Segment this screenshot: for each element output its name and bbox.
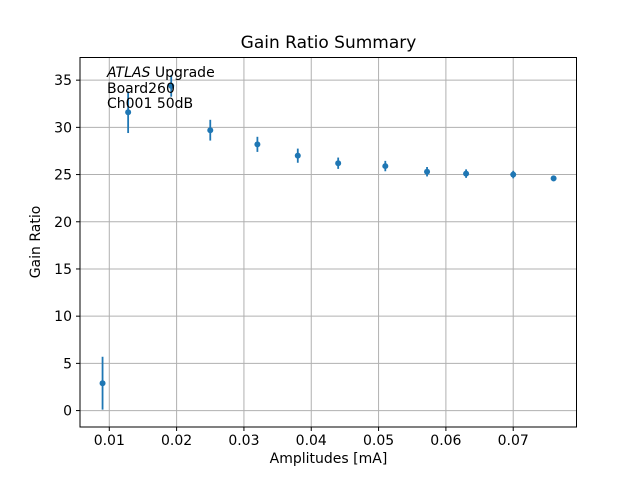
annotation-line-2: Board260 [107, 80, 175, 97]
data-point-marker [382, 163, 389, 170]
annotation-line-3: Ch001 50dB [107, 96, 194, 112]
data-point-marker [463, 170, 470, 177]
annotation-upgrade-text: Upgrade [150, 65, 215, 81]
x-tick-label: 0.03 [228, 433, 259, 449]
x-tick-label: 0.06 [430, 433, 461, 449]
annotation-atlas-text: ATLAS [107, 65, 151, 81]
data-point-marker [424, 168, 431, 175]
data-point-marker [335, 160, 342, 167]
data-point-marker [510, 171, 517, 178]
data-point-marker [99, 380, 106, 387]
y-axis-label: Gain Ratio [28, 205, 44, 279]
annotation-line-1: ATLAS Upgrade [107, 65, 215, 82]
y-tick-label: 5 [63, 356, 72, 372]
data-point-marker [207, 127, 214, 134]
y-tick-label: 25 [54, 168, 72, 184]
y-tick-label: 20 [54, 215, 72, 231]
data-point-marker [294, 152, 301, 159]
data-point-marker [125, 109, 132, 116]
x-tick-label: 0.01 [94, 433, 125, 449]
y-tick-label: 35 [54, 73, 72, 89]
data-point-marker [254, 141, 261, 148]
x-axis-label: Amplitudes [mA] [269, 451, 388, 467]
x-tick-label: 0.02 [161, 433, 192, 449]
data-point-marker [168, 82, 175, 89]
x-tick-label: 0.04 [296, 433, 327, 449]
y-tick-label: 10 [54, 309, 72, 325]
axes-border [79, 57, 577, 428]
x-tick-label: 0.07 [498, 433, 529, 449]
y-tick-label: 30 [54, 120, 72, 136]
data-point-marker [550, 175, 557, 182]
chart-title: Gain Ratio Summary [240, 33, 417, 53]
y-tick-label: 15 [54, 262, 72, 278]
x-tick-label: 0.05 [363, 433, 394, 449]
annotation-block: ATLAS Upgrade Board260 Ch001 50dB [107, 65, 215, 113]
y-tick-label: 0 [63, 404, 72, 420]
